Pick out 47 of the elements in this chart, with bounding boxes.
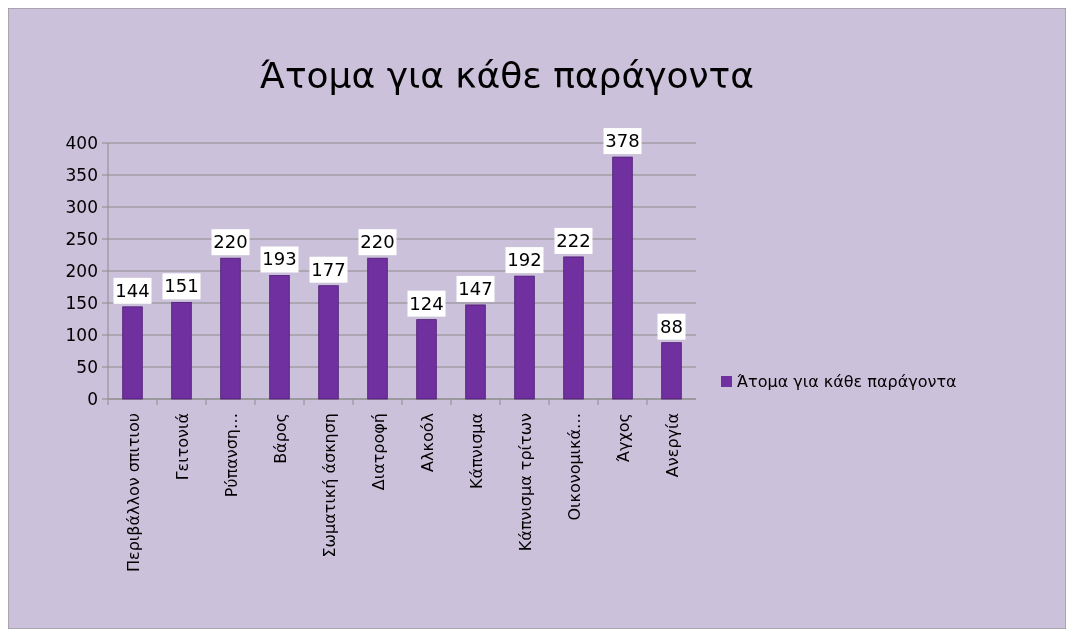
data-label: 88 xyxy=(660,315,683,337)
bar xyxy=(318,285,339,400)
y-tick-label: 350 xyxy=(65,164,98,185)
y-tick-label: 300 xyxy=(65,196,98,217)
bar xyxy=(612,156,633,400)
bar xyxy=(220,257,241,400)
bar xyxy=(563,256,584,400)
bar xyxy=(269,275,290,400)
y-tick-label: 100 xyxy=(65,324,98,345)
x-tick-label: Ανεργία xyxy=(662,413,682,478)
y-tick-label: 50 xyxy=(76,356,98,377)
legend-label: Άτομα για κάθε παράγοντα xyxy=(737,372,957,391)
bar xyxy=(465,304,486,400)
data-label: 147 xyxy=(458,277,493,299)
bar xyxy=(514,275,535,400)
x-tick-label: Βάρος xyxy=(270,413,290,464)
bar xyxy=(367,257,388,400)
data-label: 193 xyxy=(262,248,297,270)
data-label: 177 xyxy=(311,258,346,280)
bar xyxy=(122,306,143,400)
y-tick-label: 200 xyxy=(65,260,98,281)
y-tick-label: 150 xyxy=(65,292,98,313)
bar xyxy=(416,319,437,400)
y-tick-label: 250 xyxy=(65,228,98,249)
data-label: 220 xyxy=(360,231,395,253)
x-tick-label: Περιβάλλον σπιτιου xyxy=(123,413,143,573)
x-tick-label: Γειτονιά xyxy=(172,413,192,481)
data-label: 378 xyxy=(605,130,640,152)
x-tick-label: Οικονομικά… xyxy=(564,413,584,521)
bar xyxy=(171,301,192,400)
y-tick-label: 0 xyxy=(87,388,98,409)
bar xyxy=(661,342,682,400)
x-tick-label: Κάπνισμα xyxy=(466,413,486,489)
data-label: 192 xyxy=(507,249,542,271)
x-tick-label: Κάπνισμα τρίτων xyxy=(515,412,535,552)
data-label: 220 xyxy=(213,231,248,253)
chart-title: Άτομα για κάθε παράγοντα xyxy=(259,55,755,96)
x-tick-label: Διατροφή xyxy=(368,413,388,491)
x-tick-label: Σωματική άσκηση xyxy=(319,413,339,558)
data-label: 151 xyxy=(164,275,199,297)
data-label: 222 xyxy=(556,229,591,251)
data-label: 124 xyxy=(409,292,444,314)
x-tick-label: Αλκοόλ xyxy=(417,413,437,472)
x-tick-label: Άγχος xyxy=(613,413,633,462)
data-label: 144 xyxy=(115,279,150,301)
x-tick-label: Ρύπανση… xyxy=(221,413,241,498)
y-tick-label: 400 xyxy=(65,132,98,153)
